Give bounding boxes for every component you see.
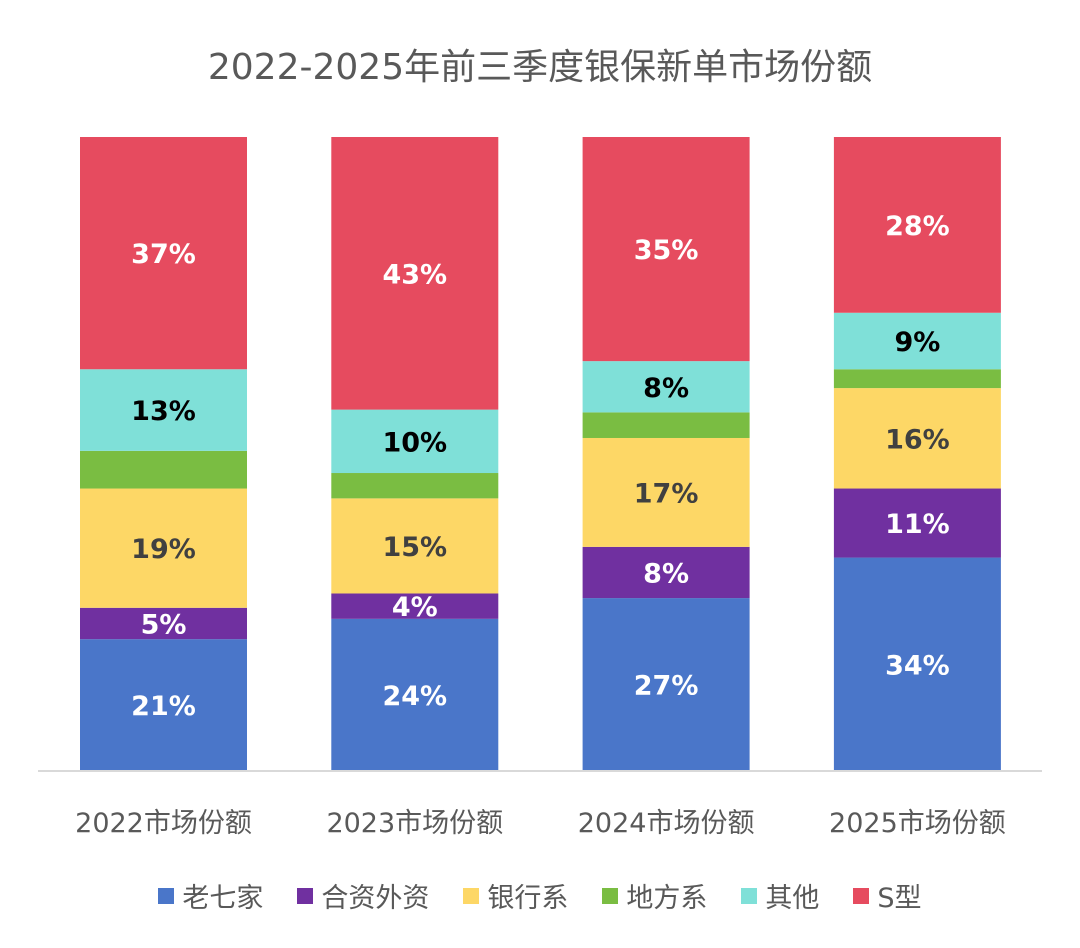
bar-segment — [331, 409, 499, 474]
bar-segment — [331, 137, 499, 410]
bar-segment — [80, 450, 247, 489]
bar-segment — [833, 369, 1001, 389]
data-label: 11% — [885, 509, 950, 540]
bar-segment — [80, 607, 247, 640]
legend-swatch — [463, 887, 480, 904]
legend-label: 其他 — [765, 883, 820, 914]
data-label: 27% — [634, 671, 699, 702]
data-label: 19% — [131, 534, 196, 565]
bar-segment — [582, 361, 750, 413]
x-tick-label: 2022市场份额 — [75, 808, 252, 839]
data-label: 10% — [382, 427, 447, 458]
x-tick-label: 2023市场份额 — [326, 808, 503, 839]
legend-swatch — [853, 887, 870, 904]
legend-item: 其他 — [741, 876, 819, 915]
data-label: 5% — [141, 609, 187, 640]
data-label: 13% — [131, 396, 196, 427]
legend-label: 地方系 — [626, 883, 708, 914]
bar-segment — [331, 618, 499, 771]
bar-segment — [80, 639, 247, 771]
data-label: 15% — [382, 532, 447, 563]
legend-label: 银行系 — [487, 883, 569, 914]
data-label: 35% — [634, 235, 699, 266]
legend-item: 银行系 — [463, 876, 568, 915]
bar-segment — [80, 137, 247, 370]
data-label: 8% — [643, 558, 689, 589]
legend-swatch — [158, 887, 175, 904]
data-label: 17% — [634, 478, 699, 509]
bar-segment — [331, 498, 499, 594]
x-tick-label: 2025市场份额 — [829, 808, 1006, 839]
bar-segment — [833, 388, 1001, 489]
bar-segment — [833, 137, 1001, 313]
legend-label: S型 — [877, 883, 922, 914]
bar-segment — [582, 598, 750, 771]
legend-item: 老七家 — [158, 876, 263, 915]
stacked-bar-chart: 21% 5% 19% 13% 37% 2022市场份额 24% 4% 15% 10% 43% 2023… — [38, 137, 1042, 839]
data-label: 28% — [885, 211, 950, 242]
bar-segment — [331, 593, 499, 619]
bar-segment — [80, 488, 247, 608]
bar-segment — [331, 473, 499, 499]
legend-label: 合资外资 — [321, 883, 430, 914]
data-label: 4% — [392, 592, 438, 623]
data-label: 24% — [382, 681, 447, 712]
data-label: 34% — [885, 650, 950, 681]
data-label: 8% — [643, 373, 689, 404]
x-tick-label: 2024市场份额 — [578, 808, 755, 839]
bar-segment — [582, 137, 750, 362]
bar-segment — [582, 412, 750, 438]
legend-swatch — [297, 887, 314, 904]
legend-item: S型 — [853, 876, 922, 915]
legend-item: 地方系 — [602, 876, 707, 915]
chart-title: 2022-2025年前三季度银保新单市场份额 — [207, 47, 873, 88]
data-label: 43% — [382, 259, 447, 290]
data-label: 21% — [131, 691, 196, 722]
legend-swatch — [741, 887, 758, 904]
data-label: 9% — [894, 327, 940, 358]
legend-label: 老七家 — [182, 883, 264, 914]
bar-segment — [833, 557, 1001, 771]
legend: 老七家 合资外资 银行系 地方系 其他 S型 — [0, 876, 1080, 915]
bar-segment — [582, 546, 750, 599]
legend-swatch — [602, 887, 619, 904]
bar-segment — [582, 437, 750, 547]
legend-item: 合资外资 — [297, 876, 429, 915]
bar-segment — [80, 369, 247, 451]
bar-segment — [833, 488, 1001, 558]
data-label: 16% — [885, 424, 950, 455]
bar-segment — [833, 312, 1001, 370]
data-label: 37% — [131, 239, 196, 270]
